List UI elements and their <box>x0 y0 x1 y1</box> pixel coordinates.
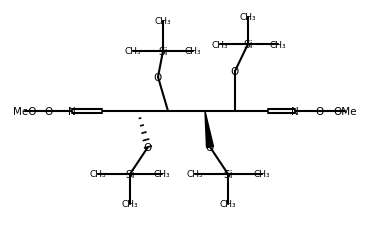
Text: CH₃: CH₃ <box>270 40 286 49</box>
Text: Si: Si <box>223 169 233 179</box>
Text: Si: Si <box>243 40 253 50</box>
Text: OMe: OMe <box>333 106 357 117</box>
Text: Si: Si <box>125 169 135 179</box>
Text: CH₃: CH₃ <box>187 170 203 179</box>
Text: CH₃: CH₃ <box>212 40 228 49</box>
Text: CH₃: CH₃ <box>90 170 106 179</box>
Text: O: O <box>44 106 52 117</box>
Text: O: O <box>316 106 324 117</box>
Text: MeO: MeO <box>13 106 37 117</box>
Text: O: O <box>206 142 214 152</box>
Text: CH₃: CH₃ <box>155 17 171 26</box>
Text: CH₃: CH₃ <box>220 200 236 209</box>
Text: Si: Si <box>158 47 168 57</box>
Polygon shape <box>205 112 213 148</box>
Text: CH₃: CH₃ <box>240 14 256 22</box>
Text: O: O <box>154 73 162 83</box>
Text: CH₃: CH₃ <box>125 47 141 56</box>
Text: O: O <box>144 142 152 152</box>
Text: O: O <box>231 67 239 77</box>
Text: CH₃: CH₃ <box>154 170 170 179</box>
Text: N: N <box>68 106 76 117</box>
Text: CH₃: CH₃ <box>185 47 201 56</box>
Text: N: N <box>291 106 299 117</box>
Text: CH₃: CH₃ <box>122 200 138 209</box>
Text: CH₃: CH₃ <box>254 170 270 179</box>
